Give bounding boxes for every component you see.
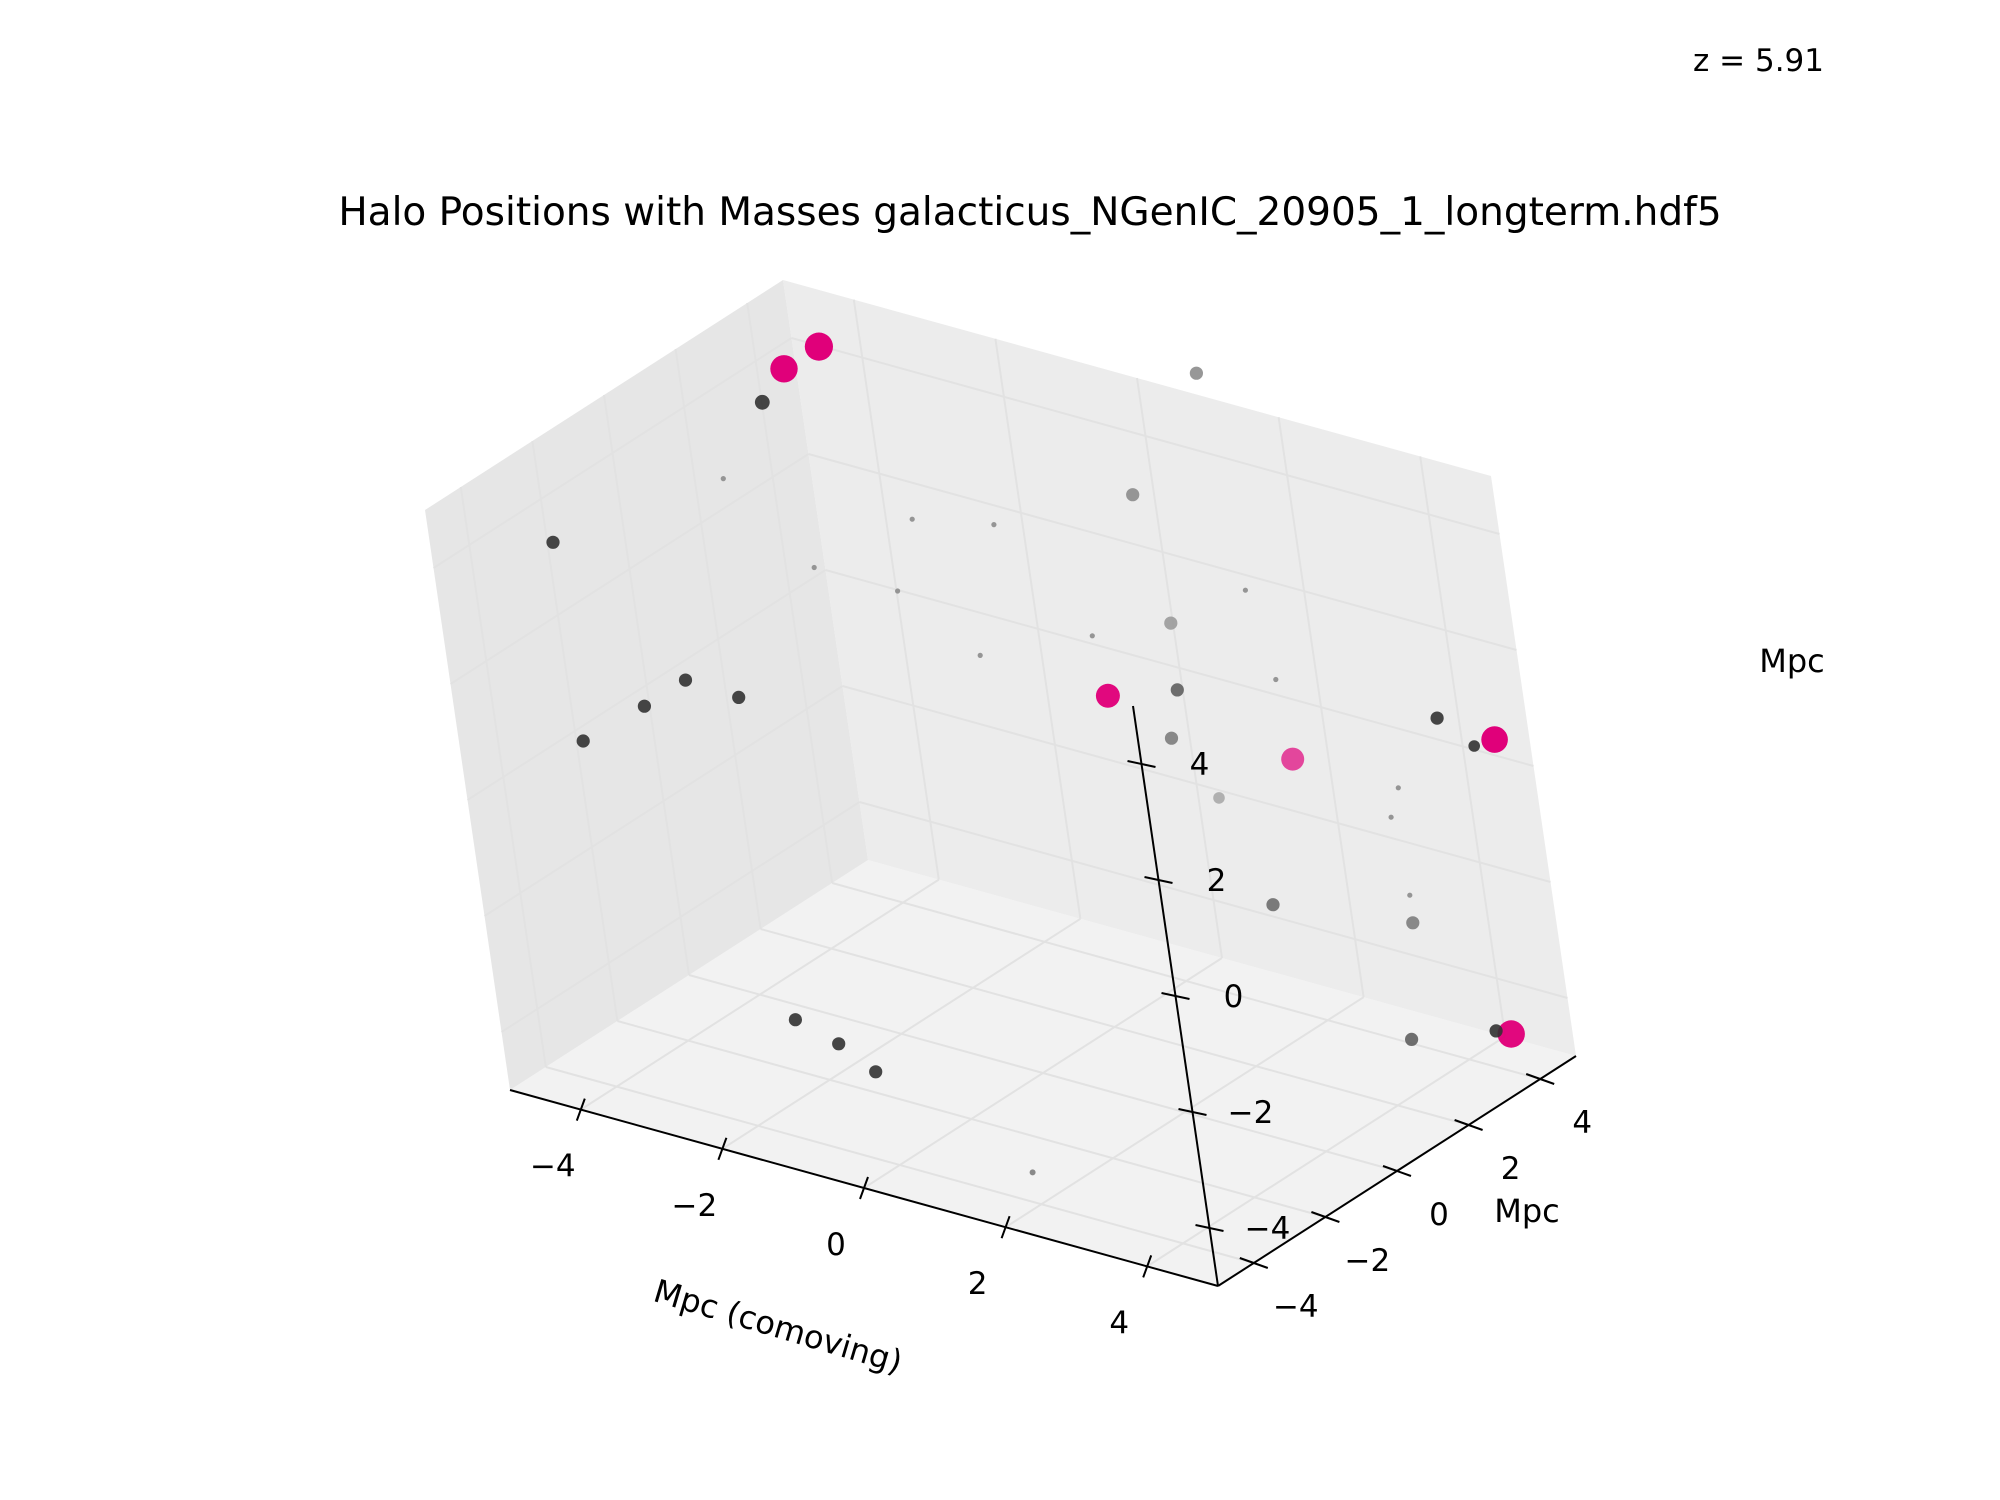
x-tick-label: −2 bbox=[672, 1188, 718, 1224]
halo-point bbox=[832, 1037, 846, 1051]
chart-title: Halo Positions with Masses galacticus_NG… bbox=[338, 190, 1721, 235]
halo-point bbox=[1089, 633, 1095, 639]
halo-point bbox=[1388, 814, 1394, 820]
x-tick-mark bbox=[575, 1098, 586, 1121]
halo-point bbox=[1406, 916, 1420, 930]
y-tick-mark bbox=[1382, 1165, 1412, 1177]
z-tick-label: 0 bbox=[1224, 979, 1244, 1015]
x-tick-mark bbox=[1000, 1215, 1011, 1239]
y-tick-mark bbox=[1525, 1073, 1555, 1085]
halo-point bbox=[1164, 731, 1179, 745]
halo-point-massive bbox=[1497, 1020, 1525, 1048]
z-tick-label: −2 bbox=[1228, 1095, 1274, 1131]
grid-line bbox=[483, 685, 844, 917]
halo-point bbox=[1170, 683, 1184, 697]
halo-point bbox=[1489, 1024, 1503, 1038]
halo-point bbox=[869, 1065, 883, 1079]
grid-line bbox=[500, 801, 861, 1033]
halo-point-massive bbox=[804, 332, 834, 361]
halo-point bbox=[1164, 616, 1178, 630]
halo-point bbox=[1029, 1169, 1036, 1176]
grid-line bbox=[808, 453, 1517, 651]
halo-point-massive bbox=[1281, 747, 1305, 771]
axis-lines bbox=[509, 705, 1577, 1287]
halo-point bbox=[732, 690, 746, 705]
y-tick-mark bbox=[1239, 1257, 1269, 1269]
y-tick-mark bbox=[1311, 1211, 1340, 1223]
halo-point bbox=[1126, 488, 1140, 502]
z-tick-label: 4 bbox=[1190, 747, 1210, 783]
halo-point bbox=[720, 476, 726, 482]
halo-point bbox=[576, 734, 590, 748]
x-tick-mark bbox=[859, 1176, 869, 1200]
grid-line bbox=[831, 882, 1541, 1080]
halo-point bbox=[1395, 785, 1401, 791]
y-tick-label: 4 bbox=[1572, 1105, 1592, 1141]
halo-point bbox=[1242, 587, 1248, 593]
grid-line bbox=[791, 337, 1500, 535]
y-tick-label: −4 bbox=[1273, 1289, 1319, 1325]
halo-point bbox=[637, 699, 652, 713]
z-tick-mark bbox=[1127, 760, 1156, 768]
z-tick-mark bbox=[1195, 1224, 1224, 1232]
tick-labels: −4 −2 0 2 4 −4 −2 0 2 4 −4 −2 0 2 4 bbox=[530, 747, 1592, 1341]
axis-panes bbox=[425, 280, 1576, 1286]
halo-point bbox=[1405, 1032, 1419, 1046]
y-tick-label: 0 bbox=[1429, 1197, 1449, 1233]
grid-line bbox=[545, 1066, 1255, 1264]
z-tick-mark bbox=[1161, 992, 1190, 1000]
halo-point bbox=[1468, 740, 1480, 752]
halo-point bbox=[754, 394, 770, 410]
grid-line bbox=[760, 928, 1469, 1126]
halo-point bbox=[1273, 676, 1279, 683]
chart-annotation: z = 5.91 bbox=[1693, 43, 1824, 79]
halo-point bbox=[1213, 792, 1225, 804]
z-axis-label: Mpc bbox=[1759, 642, 1825, 680]
halo-point bbox=[546, 535, 560, 549]
data-points bbox=[546, 332, 1525, 1176]
z-tick-mark bbox=[1178, 1108, 1207, 1116]
halo-point-massive bbox=[1481, 726, 1508, 753]
grid-line bbox=[466, 569, 827, 801]
halo-point bbox=[678, 673, 693, 687]
grid-line bbox=[449, 453, 810, 685]
y-axis-label: Mpc bbox=[1494, 1192, 1560, 1230]
x-tick-label: 0 bbox=[826, 1227, 846, 1263]
z-tick-mark bbox=[1144, 876, 1173, 884]
halo-point-massive bbox=[1095, 683, 1120, 708]
y-tick-label: −2 bbox=[1345, 1243, 1391, 1279]
x-tick-mark bbox=[1142, 1255, 1153, 1278]
x-tick-label: 4 bbox=[1109, 1305, 1129, 1341]
halo-point bbox=[1189, 366, 1203, 380]
halo-point bbox=[909, 516, 915, 522]
grid-line bbox=[432, 337, 793, 569]
x-tick-label: 2 bbox=[968, 1266, 988, 1302]
grid-line bbox=[617, 1020, 1326, 1218]
z-tick-label: −4 bbox=[1245, 1211, 1291, 1247]
x-tick-mark bbox=[717, 1137, 728, 1161]
halo-point bbox=[1407, 892, 1413, 898]
x-axis-label: Mpc (comoving) bbox=[650, 1272, 907, 1381]
grid-line bbox=[825, 569, 1534, 767]
halo-point bbox=[811, 564, 817, 571]
halo-point bbox=[991, 522, 997, 528]
halo-point bbox=[1430, 711, 1444, 725]
grid-line bbox=[688, 974, 1398, 1172]
halo-point bbox=[1266, 898, 1280, 912]
halo-point bbox=[977, 652, 983, 659]
grid-line bbox=[842, 685, 1551, 883]
y-tick-mark bbox=[1454, 1119, 1483, 1131]
halo-point bbox=[895, 588, 901, 594]
y-tick-label: 2 bbox=[1501, 1151, 1521, 1187]
halo-point-massive bbox=[770, 355, 798, 383]
z-tick-label: 2 bbox=[1207, 863, 1227, 899]
grid-line bbox=[859, 801, 1568, 999]
x-tick-label: −4 bbox=[530, 1149, 576, 1185]
halo-point bbox=[788, 1013, 803, 1027]
